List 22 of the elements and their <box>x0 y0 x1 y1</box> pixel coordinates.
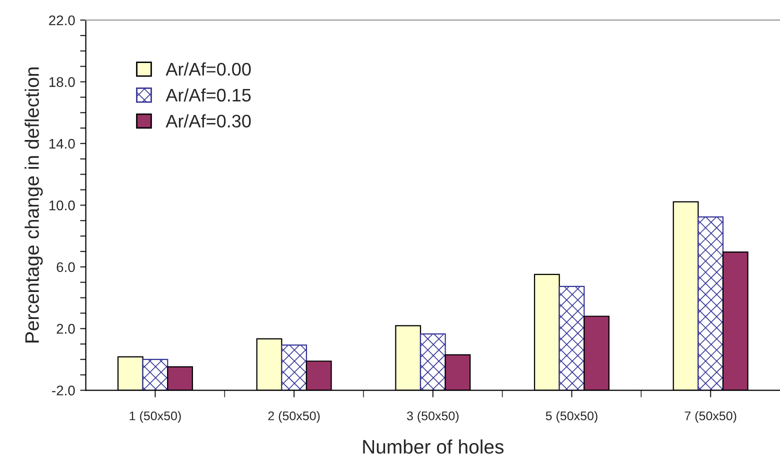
x-axis-title: Number of holes <box>363 439 504 454</box>
y-tick-label: 6.0 <box>56 262 75 272</box>
x-tick-label: 1 (50x50) <box>130 411 181 423</box>
bar <box>420 333 446 390</box>
legend-label: Ar/Af=0.15 <box>166 88 251 102</box>
y-tick-label: 10.0 <box>49 200 75 210</box>
bar <box>142 358 168 390</box>
y-tick-label: 14.0 <box>49 138 75 149</box>
y-tick-label: 2.0 <box>56 324 75 334</box>
bar <box>698 216 724 390</box>
y-tick-label: 22.0 <box>49 15 75 26</box>
y-tick-label: -2.0 <box>52 386 75 396</box>
bar <box>558 286 585 390</box>
x-tick-label: 7 (50x50) <box>684 411 736 423</box>
x-tick-label: 2 (50x50) <box>268 411 320 423</box>
legend-label: Ar/Af=0.30 <box>166 114 251 128</box>
y-tick-label: 18.0 <box>49 77 75 87</box>
bar <box>281 344 308 390</box>
legend-label: Ar/Af=0.00 <box>166 62 251 76</box>
y-axis-title: Percentage change in deflection <box>24 68 43 342</box>
x-tick-label: 3 (50x50) <box>406 411 459 423</box>
x-tick-label: 5 (50x50) <box>546 411 598 423</box>
